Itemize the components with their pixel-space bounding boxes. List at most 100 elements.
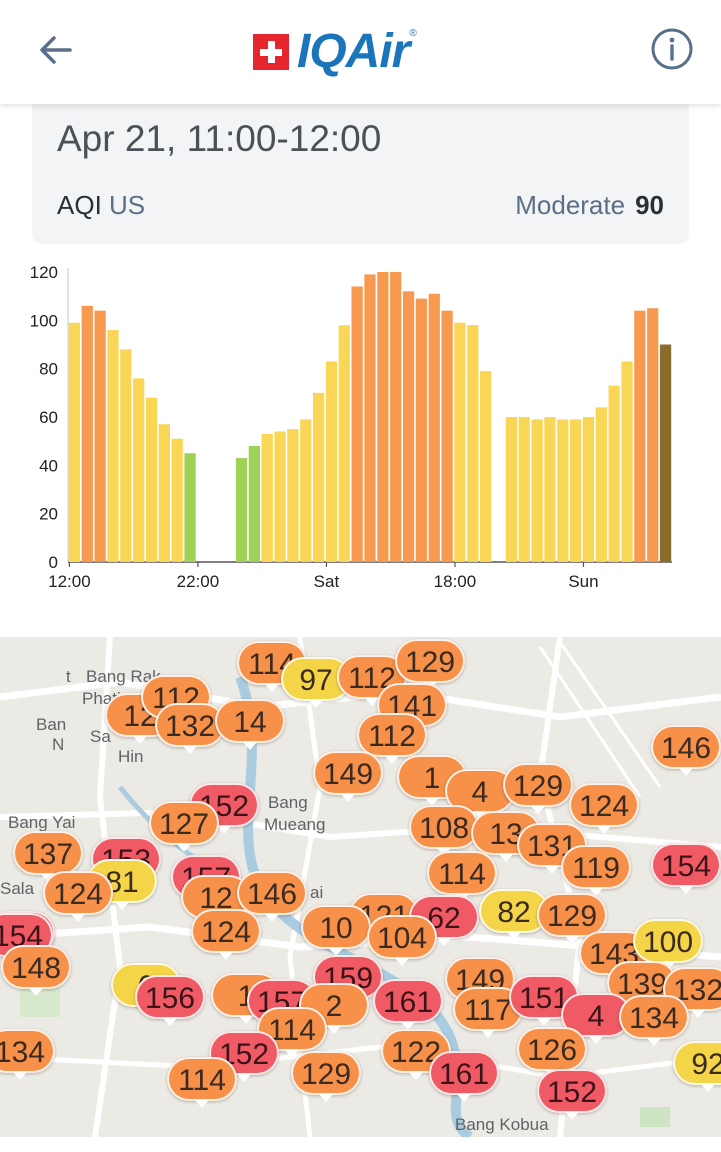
chart-bar xyxy=(171,438,183,562)
map-place-label: Sala xyxy=(0,879,35,898)
chart-bar xyxy=(428,293,440,562)
chart-bar xyxy=(145,397,158,562)
aqi-map-marker[interactable]: 14 xyxy=(215,699,285,750)
aqi-map-marker[interactable]: 124 xyxy=(191,909,261,960)
aqi-map-marker[interactable]: 134 xyxy=(0,1029,55,1080)
aqi-map-marker[interactable]: 154 xyxy=(651,843,721,894)
chart-bar xyxy=(634,310,646,562)
aqi-map-marker[interactable]: 146 xyxy=(237,871,307,922)
map-place-label: Ban xyxy=(36,715,67,734)
chart-bar xyxy=(557,419,569,562)
hour-range: Apr 21, 11:00-12:00 xyxy=(57,118,382,159)
aqi-map-marker[interactable]: 4 xyxy=(445,769,515,820)
aqi-map-marker[interactable]: 161 xyxy=(373,979,443,1030)
chart-bar xyxy=(68,322,81,562)
chart-bar xyxy=(120,349,132,562)
aqi-map-marker[interactable]: 129 xyxy=(537,893,607,944)
aqi-status: Moderate 90 xyxy=(515,190,664,221)
chart-bar xyxy=(518,417,530,562)
aqi-map-marker[interactable]: 134 xyxy=(619,995,689,1046)
chart-bar xyxy=(531,419,543,562)
chart-bar xyxy=(402,291,415,562)
aqi-map-marker[interactable]: 161 xyxy=(429,1051,499,1102)
aqi-map-marker[interactable]: 124 xyxy=(43,871,113,922)
app-header: IQAir ® xyxy=(0,0,721,104)
chart-bar xyxy=(133,378,145,562)
chart-bar xyxy=(287,429,299,562)
map-place-label: Bang Rak xyxy=(86,667,161,686)
chart-bar xyxy=(261,433,273,562)
aqi-map-marker[interactable]: 132 xyxy=(155,703,225,754)
x-tick-label: 12:00 xyxy=(48,572,91,591)
aqi-map-marker[interactable]: 137 xyxy=(13,831,83,882)
aqi-map-marker[interactable]: 114 xyxy=(427,851,497,902)
aqi-map-marker[interactable]: 92 xyxy=(673,1041,721,1092)
x-tick-label: Sun xyxy=(568,572,598,591)
chart-bar xyxy=(158,424,171,562)
aqi-map-marker[interactable]: 114 xyxy=(167,1057,237,1108)
aqi-map-marker[interactable]: 104 xyxy=(367,915,437,966)
aqi-map-marker[interactable]: 129 xyxy=(395,639,465,690)
y-tick-label: 0 xyxy=(49,553,58,572)
hour-detail-card: Apr 21, 11:00-12:00 AQI US Moderate 90 xyxy=(32,96,689,244)
aqi-map-marker[interactable]: 100 xyxy=(633,919,703,970)
aqi-map-marker[interactable]: 156 xyxy=(135,975,205,1026)
aqi-map-marker[interactable]: 108 xyxy=(409,805,479,856)
aqi-map-marker[interactable]: 124 xyxy=(569,783,639,834)
chart-bar xyxy=(274,431,286,562)
aqi-map-marker[interactable]: 129 xyxy=(503,763,573,814)
chart-bar xyxy=(94,310,106,562)
map-place-label: N xyxy=(52,735,65,754)
aqi-unit: US xyxy=(109,190,146,220)
aqi-map-marker[interactable]: 129 xyxy=(291,1051,361,1102)
aqi-map-marker[interactable]: 148 xyxy=(1,945,71,996)
y-tick-label: 20 xyxy=(39,505,58,524)
chart-bar xyxy=(377,272,389,562)
swiss-flag-icon xyxy=(253,34,289,70)
map-place-label: Hin xyxy=(118,747,144,766)
chart-bar xyxy=(351,286,363,562)
info-button[interactable] xyxy=(650,27,694,71)
map-place-label: Mueang xyxy=(264,815,326,834)
chart-bar xyxy=(480,371,492,562)
chart-bar xyxy=(454,322,466,562)
chart-bar xyxy=(248,446,260,562)
aqi-map-marker[interactable]: 112 xyxy=(357,713,427,764)
map-place-label: Sa xyxy=(90,727,111,746)
aqi-map-marker[interactable]: 114 xyxy=(237,641,307,692)
chart-bar xyxy=(582,417,595,562)
chart-bar xyxy=(325,361,338,562)
aqi-map-marker[interactable]: 13 xyxy=(471,811,541,862)
aqi-map[interactable]: t Bang Rak Phati Ban N Sa Hin Bang Yai Bang Muean… xyxy=(0,637,721,1137)
y-tick-label: 120 xyxy=(30,263,58,282)
chart-bar xyxy=(595,407,607,562)
aqi-map-marker[interactable]: 152 xyxy=(209,1031,279,1082)
chart-bar xyxy=(441,310,453,562)
chart-bar xyxy=(647,308,659,562)
aqi-map-marker[interactable]: 149 xyxy=(313,751,383,802)
iqair-logo: IQAir ® xyxy=(253,24,417,80)
chart-bar xyxy=(81,305,93,562)
arrow-left-icon xyxy=(40,36,72,64)
x-tick-label: 18:00 xyxy=(434,572,477,591)
chart-bar xyxy=(364,274,376,562)
aqi-map-marker[interactable]: 146 xyxy=(651,725,721,776)
aqi-map-marker[interactable]: 152 xyxy=(537,1069,607,1120)
back-button[interactable] xyxy=(34,28,78,72)
chart-bar xyxy=(338,325,350,562)
map-place-label: Bang Kobua xyxy=(455,1115,549,1134)
aqi-map-marker[interactable]: 119 xyxy=(561,845,631,896)
y-tick-label: 80 xyxy=(39,360,58,379)
aqi-map-marker[interactable]: 126 xyxy=(517,1027,587,1078)
map-place-label: t xyxy=(66,667,71,686)
aqi-label: AQI US xyxy=(57,190,145,221)
y-tick-label: 100 xyxy=(30,311,58,330)
chart-bar xyxy=(415,298,428,562)
chart-bar xyxy=(621,361,633,562)
chart-bar xyxy=(608,385,620,562)
logo-text: IQAir xyxy=(297,25,410,78)
map-place-label: Bang xyxy=(268,793,308,812)
chart-bar xyxy=(300,419,312,562)
aqi-map-marker[interactable]: 127 xyxy=(149,801,219,852)
aqi-map-marker[interactable]: 10 xyxy=(301,905,371,956)
